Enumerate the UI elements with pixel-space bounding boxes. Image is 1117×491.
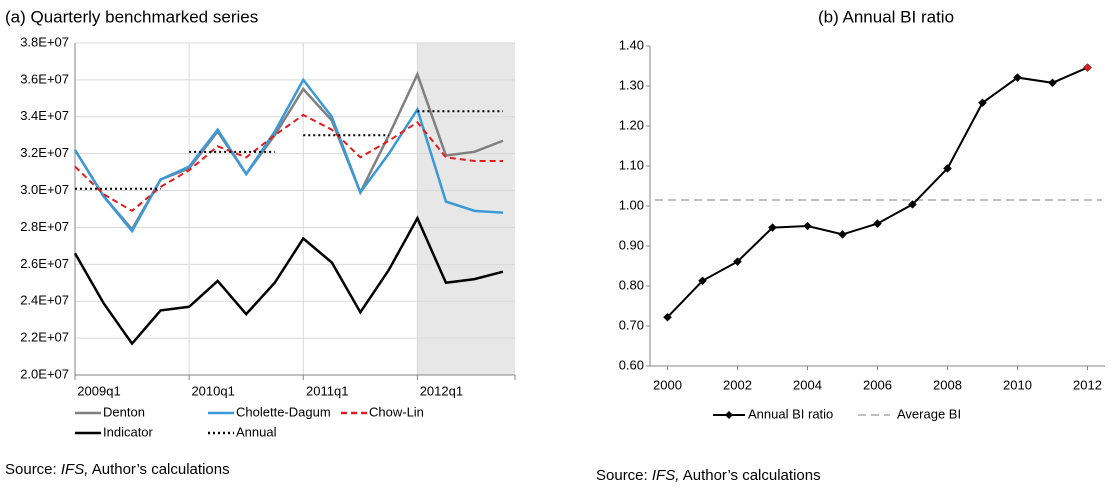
x-tick-label: 2006 [863,377,892,392]
data-point [663,312,672,322]
x-tick-label: 2012 [1073,377,1102,392]
x-tick-label: 2010 [1003,377,1032,392]
y-tick-label: 1.40 [619,37,644,52]
y-tick-label: 3.2E+07 [20,145,69,160]
legend-label: Annual BI ratio [748,406,833,421]
y-tick-label: 3.6E+07 [20,71,69,86]
x-tick-label: 2000 [653,377,682,392]
data-point [873,219,882,228]
x-tick-label: 2011q1 [306,383,348,398]
legend-marker [725,411,733,419]
x-tick-label: 2004 [793,377,822,392]
source-text: Source: [596,467,652,484]
source-text: Author’s calculations [679,467,820,484]
legend-label: Average BI [897,406,961,421]
y-tick-label: 2.6E+07 [20,256,69,271]
legend-label: Denton [103,404,145,419]
legend-label: Chow-Lin [369,404,424,419]
y-tick-label: 1.20 [619,117,644,132]
y-tick-label: 0.60 [619,357,644,372]
data-point [908,200,917,209]
data-point [838,230,847,239]
source-text: Author’s calculations [88,461,229,478]
data-point [1048,78,1057,88]
x-tick-label: 2002 [723,377,752,392]
series-line [666,66,1088,318]
chart-title: (a) Quarterly benchmarked series [5,7,258,26]
data-point [1083,63,1092,72]
source-note: Source: IFS, Author’s calculations [5,461,230,478]
y-tick-label: 2.2E+07 [20,330,69,345]
y-tick-label: 1.00 [619,197,644,212]
y-tick-label: 2.4E+07 [20,293,69,308]
y-tick-label: 0.80 [619,277,644,292]
source-text: Source: [5,461,61,478]
data-point [733,257,742,266]
data-point [978,98,987,108]
legend-label: Cholette-Dagum [236,404,331,419]
x-tick-label: 2009q1 [77,383,120,398]
x-tick-label: 2012q1 [420,383,463,398]
y-tick-label: 2.8E+07 [20,219,69,234]
series-line [73,215,504,346]
data-point [803,221,812,231]
x-tick-label: 2008 [933,377,962,392]
y-tick-label: 0.70 [619,317,644,332]
y-tick-label: 0.90 [619,237,644,252]
data-point [1013,73,1022,82]
legend-label: Indicator [103,424,154,439]
data-point [768,223,777,232]
source-text: IFS, [652,467,680,484]
source-note: Source: IFS, Author’s calculations [596,467,821,484]
y-tick-label: 3.8E+07 [20,34,69,49]
legend-label: Annual [236,424,277,439]
y-tick-label: 2.0E+07 [20,366,69,381]
series-line [74,113,503,213]
data-point [943,164,952,173]
y-tick-label: 3.0E+07 [20,182,69,197]
data-point [698,276,707,286]
y-tick-label: 3.4E+07 [20,108,69,123]
y-tick-label: 1.10 [619,157,644,172]
y-tick-label: 1.30 [619,77,644,92]
x-tick-label: 2010q1 [191,383,234,398]
series-line [73,77,504,234]
chart-title: (b) Annual BI ratio [818,7,954,26]
source-text: IFS, [61,461,89,478]
